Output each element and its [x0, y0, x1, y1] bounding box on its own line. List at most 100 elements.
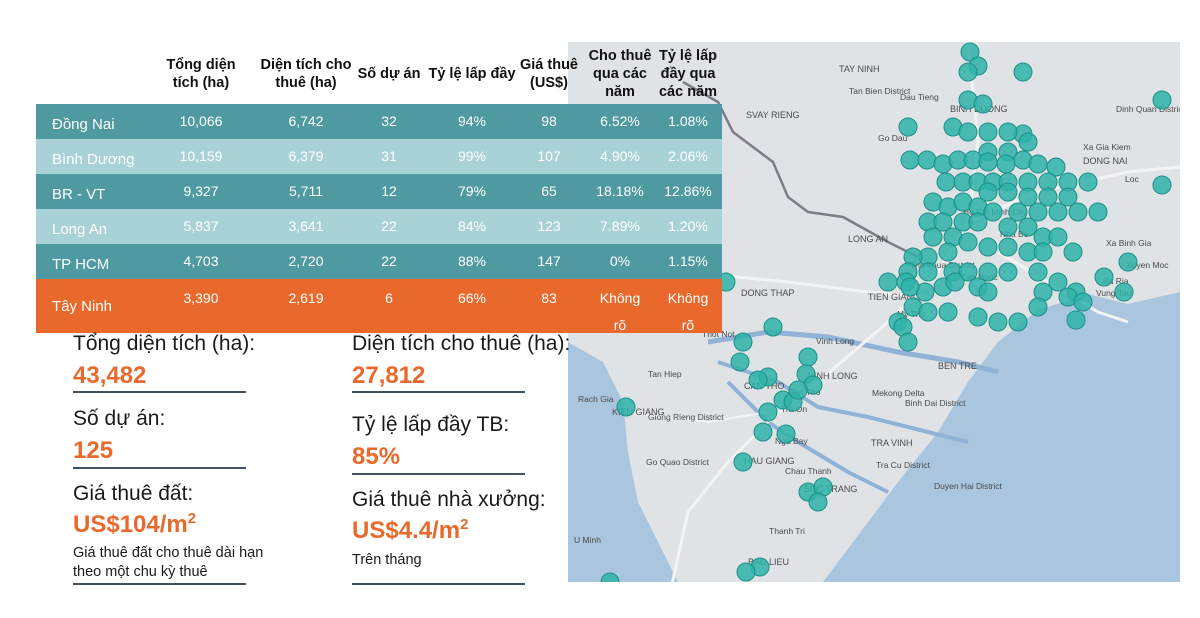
- industrial-park-marker[interactable]: [978, 182, 998, 202]
- industrial-park-marker[interactable]: [798, 347, 818, 367]
- industrial-park-marker[interactable]: [1008, 202, 1028, 222]
- industrial-park-marker[interactable]: [1068, 202, 1088, 222]
- industrial-park-marker[interactable]: [748, 370, 768, 390]
- factory-price-amount: US$4.4/m: [352, 517, 461, 544]
- industrial-park-marker[interactable]: [1028, 262, 1048, 282]
- industrial-park-marker[interactable]: [1048, 227, 1068, 247]
- industrial-park-marker[interactable]: [1118, 252, 1138, 272]
- industrial-park-marker[interactable]: [1078, 172, 1098, 192]
- industrial-park-marker[interactable]: [1018, 217, 1038, 237]
- map-panel[interactable]: TAY NINH Tan Bien District Dau Tieng BINH D…: [568, 42, 1180, 582]
- industrial-park-marker[interactable]: [1073, 292, 1093, 312]
- cell-value: 1.20%: [668, 218, 708, 234]
- industrial-park-marker[interactable]: [753, 422, 773, 442]
- industrial-park-marker[interactable]: [1028, 297, 1048, 317]
- industrial-park-marker[interactable]: [988, 312, 1008, 332]
- map-place-label: Duyen Hai District: [934, 481, 1003, 491]
- industrial-park-marker[interactable]: [998, 182, 1018, 202]
- map-place-label: Binh Dai District: [905, 398, 966, 408]
- industrial-park-marker[interactable]: [1046, 157, 1066, 177]
- industrial-park-marker[interactable]: [958, 122, 978, 142]
- industrial-park-marker[interactable]: [983, 202, 1003, 222]
- industrial-park-marker[interactable]: [898, 332, 918, 352]
- industrial-park-marker[interactable]: [918, 302, 938, 322]
- table-cell: 98: [514, 104, 584, 139]
- industrial-park-marker[interactable]: [788, 380, 808, 400]
- industrial-park-marker[interactable]: [1018, 187, 1038, 207]
- industrial-park-marker[interactable]: [998, 217, 1018, 237]
- industrial-park-marker[interactable]: [968, 212, 988, 232]
- industrial-park-marker[interactable]: [1152, 175, 1172, 195]
- industrial-park-marker[interactable]: [923, 227, 943, 247]
- map-place-label: Xa Gia Kiem: [1083, 142, 1131, 152]
- industrial-park-marker[interactable]: [998, 262, 1018, 282]
- cell-value: 18.18%: [596, 183, 644, 199]
- industrial-park-marker[interactable]: [1088, 202, 1108, 222]
- industrial-park-marker[interactable]: [918, 262, 938, 282]
- industrial-park-marker[interactable]: [936, 172, 956, 192]
- industrial-park-marker[interactable]: [958, 232, 978, 252]
- industrial-park-marker[interactable]: [1114, 282, 1134, 302]
- industrial-park-marker[interactable]: [1008, 312, 1028, 332]
- map-place-label: LONG AN: [848, 234, 888, 244]
- industrial-park-marker[interactable]: [733, 452, 753, 472]
- industrial-park-marker[interactable]: [1018, 132, 1038, 152]
- industrial-park-marker[interactable]: [998, 237, 1018, 257]
- industrial-park-marker[interactable]: [1033, 242, 1053, 262]
- river: [726, 380, 889, 494]
- industrial-park-marker[interactable]: [968, 307, 988, 327]
- industrial-park-marker[interactable]: [1038, 187, 1058, 207]
- industrial-park-marker[interactable]: [1094, 267, 1114, 287]
- industrial-park-marker[interactable]: [996, 154, 1016, 174]
- industrial-park-marker[interactable]: [733, 332, 753, 352]
- industrial-park-marker[interactable]: [900, 150, 920, 170]
- industrial-park-marker[interactable]: [978, 282, 998, 302]
- industrial-park-marker[interactable]: [1066, 310, 1086, 330]
- industrial-park-marker[interactable]: [1028, 154, 1048, 174]
- cell-value: 79%: [457, 183, 487, 199]
- table-cell: 2.06%: [650, 139, 726, 174]
- industrial-park-marker[interactable]: [878, 272, 898, 292]
- map-place-label: Xa Binh Gia: [1106, 238, 1152, 248]
- map-place-label: Giong Rieng District: [648, 412, 724, 422]
- industrial-park-marker[interactable]: [730, 352, 750, 372]
- industrial-park-marker[interactable]: [945, 272, 965, 292]
- industrial-park-marker[interactable]: [808, 492, 828, 512]
- industrial-park-marker[interactable]: [1058, 187, 1078, 207]
- header-total-area: Tổng diện tích (ha): [166, 57, 236, 91]
- factory-price-label: Giá thuê nhà xưởng:: [352, 488, 546, 511]
- industrial-park-marker[interactable]: [958, 262, 978, 282]
- cell-value: 4,703: [183, 253, 219, 269]
- industrial-park-marker[interactable]: [958, 62, 978, 82]
- industrial-park-marker[interactable]: [898, 117, 918, 137]
- industrial-park-marker[interactable]: [933, 212, 953, 232]
- industrial-park-marker[interactable]: [978, 262, 998, 282]
- industrial-park-marker[interactable]: [763, 317, 783, 337]
- industrial-park-marker[interactable]: [616, 397, 636, 417]
- industrial-park-marker[interactable]: [978, 122, 998, 142]
- industrial-park-marker[interactable]: [1152, 90, 1172, 110]
- industrial-park-marker[interactable]: [900, 277, 920, 297]
- industrial-park-marker[interactable]: [1048, 202, 1068, 222]
- industrial-park-marker[interactable]: [978, 237, 998, 257]
- industrial-park-marker[interactable]: [998, 122, 1018, 142]
- cell-value: 12: [381, 183, 397, 199]
- industrial-park-marker[interactable]: [600, 572, 620, 582]
- industrial-park-marker[interactable]: [776, 424, 796, 444]
- industrial-park-marker[interactable]: [1063, 242, 1083, 262]
- industrial-park-marker[interactable]: [917, 150, 937, 170]
- industrial-park-marker[interactable]: [978, 152, 998, 172]
- industrial-park-marker[interactable]: [973, 94, 993, 114]
- cell-value: 10,159: [179, 148, 223, 164]
- industrial-park-marker[interactable]: [1013, 62, 1033, 82]
- industrial-park-marker[interactable]: [736, 562, 756, 582]
- industrial-park-marker[interactable]: [938, 302, 958, 322]
- table-cell: Không rõ: [650, 279, 726, 333]
- industrial-park-marker[interactable]: [758, 402, 778, 422]
- cell-value: 147: [537, 253, 561, 269]
- industrial-park-marker[interactable]: [1048, 272, 1068, 292]
- industrial-park-marker[interactable]: [938, 242, 958, 262]
- cell-value: 6,379: [288, 148, 324, 164]
- industrial-park-marker[interactable]: [1028, 202, 1048, 222]
